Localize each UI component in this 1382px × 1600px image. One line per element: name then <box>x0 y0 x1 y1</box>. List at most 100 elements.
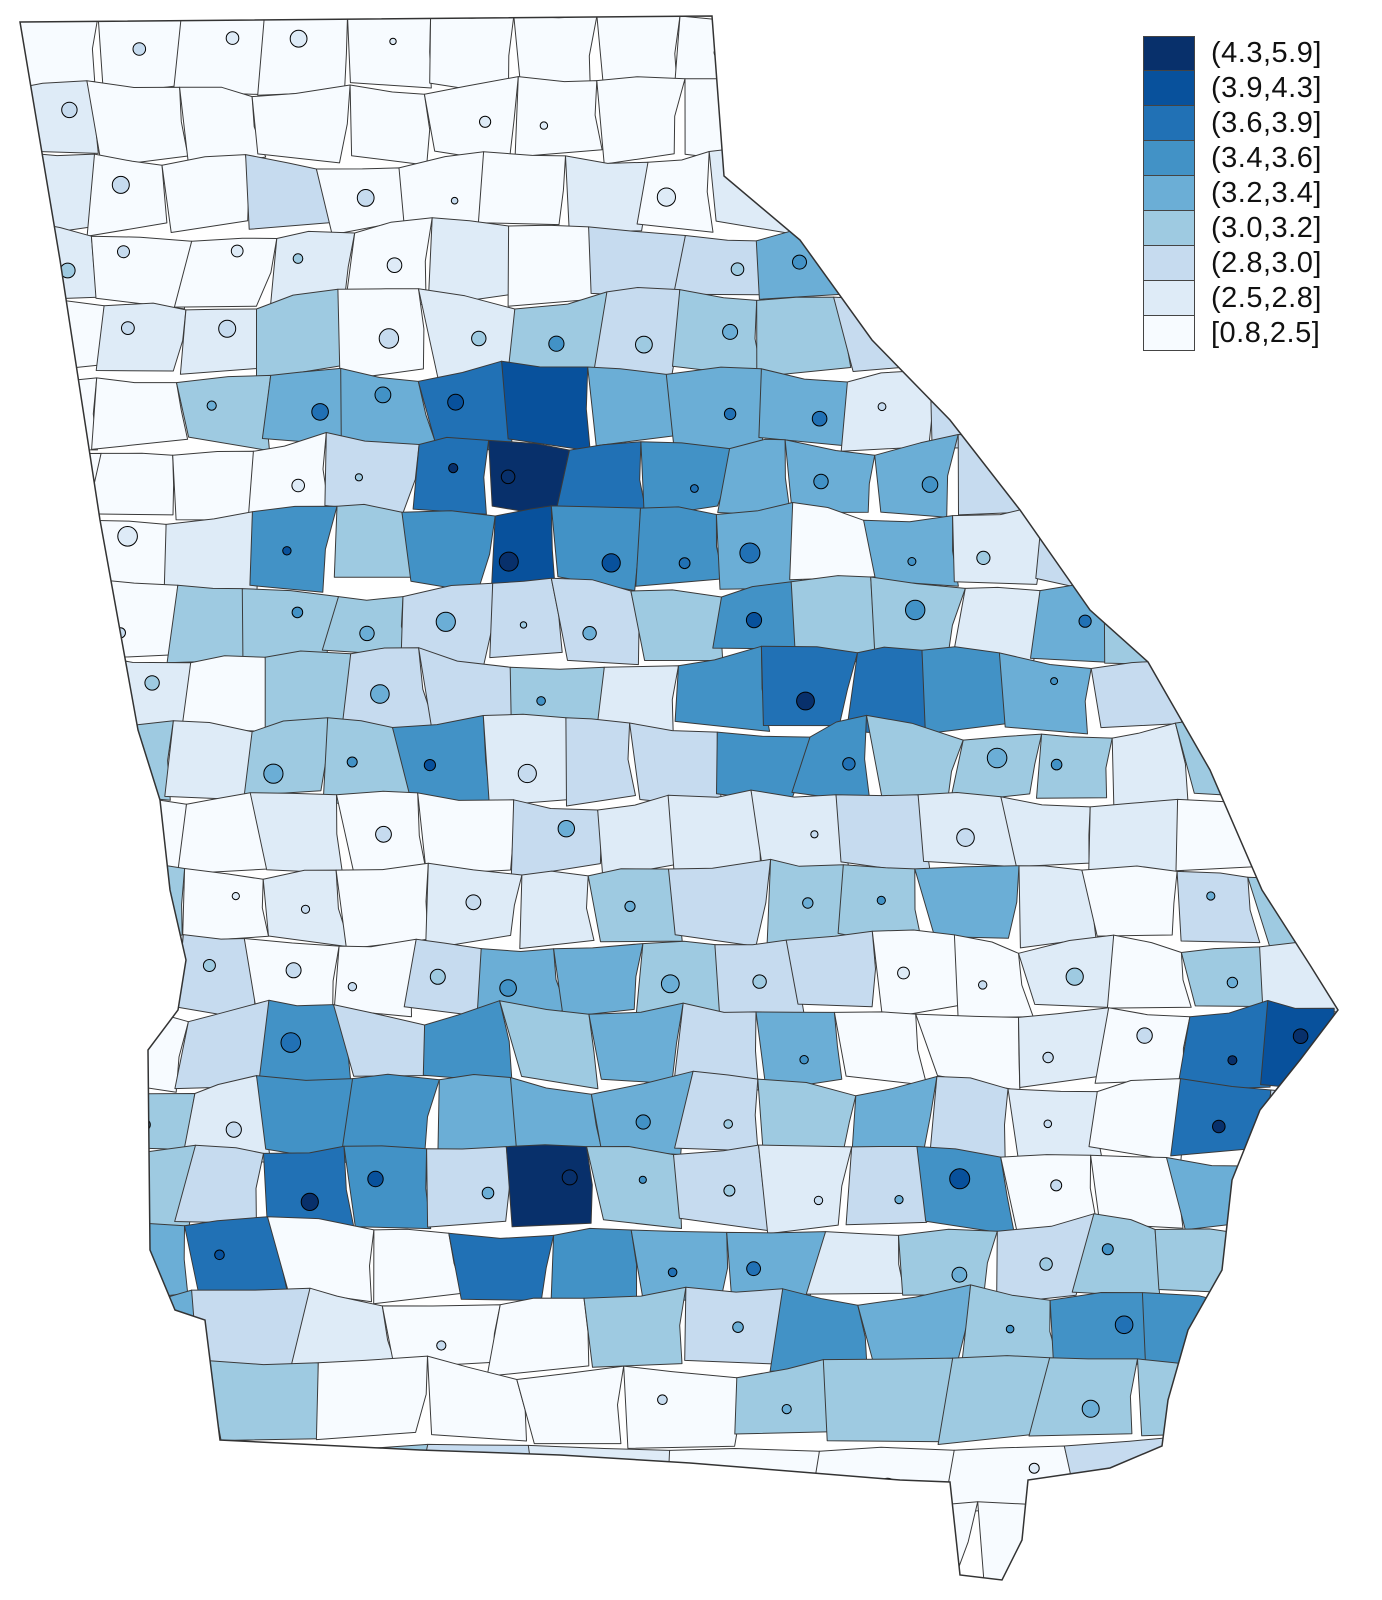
city-boundary <box>132 972 151 992</box>
city-boundary <box>1078 614 1092 628</box>
city-boundary <box>500 469 516 485</box>
county <box>1247 1214 1338 1294</box>
county <box>347 16 432 89</box>
city-boundary <box>739 542 761 564</box>
city-boundary <box>1203 680 1220 696</box>
legend-item: (2.5,2.8] <box>1143 281 1322 316</box>
city-boundary <box>389 37 397 46</box>
county <box>871 929 961 1020</box>
county <box>422 1000 513 1083</box>
county <box>1176 1000 1274 1091</box>
city-boundary <box>781 1404 792 1415</box>
county <box>88 578 179 659</box>
city-boundary <box>142 1321 153 1332</box>
city-boundary <box>1285 535 1307 556</box>
county <box>668 858 772 947</box>
city-boundary <box>907 557 917 566</box>
county <box>949 733 1043 803</box>
county <box>914 865 1020 939</box>
county <box>837 16 933 94</box>
city-boundary <box>986 747 1008 769</box>
legend-swatch <box>1143 71 1195 106</box>
city-boundary <box>386 257 403 274</box>
city-boundary <box>1005 1324 1015 1334</box>
county <box>1247 874 1338 949</box>
county <box>808 1446 959 1520</box>
county <box>401 510 496 593</box>
city-boundary <box>817 181 825 189</box>
county <box>249 505 338 593</box>
county <box>163 511 259 595</box>
legend-label: [0.8,2.5] <box>1211 317 1321 349</box>
county <box>1255 801 1338 876</box>
county <box>1018 1007 1110 1088</box>
city-boundary <box>291 478 306 493</box>
county <box>1103 586 1194 666</box>
county <box>1147 1505 1338 1580</box>
city-boundary <box>723 1184 736 1197</box>
city-boundary <box>949 1168 971 1190</box>
city-boundary <box>356 189 375 207</box>
city-boundary <box>842 757 856 771</box>
county <box>315 1355 428 1441</box>
city-boundary <box>1051 177 1072 198</box>
county <box>837 864 924 951</box>
city-boundary <box>1155 538 1174 557</box>
city-boundary <box>1227 1055 1238 1066</box>
county <box>1261 716 1338 805</box>
county <box>952 503 1044 585</box>
city-boundary <box>723 1119 734 1129</box>
county <box>758 368 851 447</box>
county <box>1036 733 1113 799</box>
city-boundary <box>877 402 887 412</box>
county <box>20 219 102 301</box>
city-boundary <box>117 245 130 259</box>
city-boundary <box>894 1195 904 1205</box>
city-boundary <box>448 463 459 474</box>
county <box>1170 1078 1272 1157</box>
county <box>1236 1370 1338 1440</box>
county <box>164 720 254 801</box>
legend-swatch <box>1143 176 1195 211</box>
city-boundary <box>225 31 240 45</box>
county <box>754 75 853 168</box>
county <box>717 438 792 517</box>
city-boundary <box>1226 976 1239 989</box>
county <box>20 16 99 89</box>
city-boundary <box>313 1479 333 1499</box>
city-boundary <box>813 473 829 490</box>
city-boundary <box>964 389 981 405</box>
county <box>596 76 686 165</box>
city-boundary <box>601 553 621 573</box>
county <box>665 366 764 451</box>
county <box>505 1144 593 1228</box>
county <box>91 377 189 450</box>
city-boundary <box>36 178 46 188</box>
county <box>833 1011 928 1086</box>
city-boundary <box>447 393 465 411</box>
county <box>20 447 102 523</box>
city-boundary <box>723 407 737 421</box>
county <box>1107 502 1194 592</box>
county <box>176 374 272 452</box>
city-boundary <box>499 979 517 997</box>
city-boundary <box>978 980 988 990</box>
county <box>1181 430 1280 521</box>
city-boundary <box>690 484 699 493</box>
county <box>20 1087 108 1160</box>
county <box>785 930 876 1008</box>
legend-label: (2.5,2.8] <box>1211 282 1322 314</box>
city-boundary <box>656 187 677 207</box>
county <box>760 645 858 727</box>
county <box>592 287 681 378</box>
county <box>1174 715 1271 798</box>
county <box>898 1228 998 1296</box>
city-boundary <box>799 1055 809 1065</box>
county <box>1090 659 1190 729</box>
county <box>20 377 98 451</box>
city-boundary <box>1306 629 1316 639</box>
city-boundary <box>885 41 906 62</box>
county <box>1255 645 1338 727</box>
city-boundary <box>231 892 240 901</box>
city-boundary <box>1028 1462 1040 1474</box>
